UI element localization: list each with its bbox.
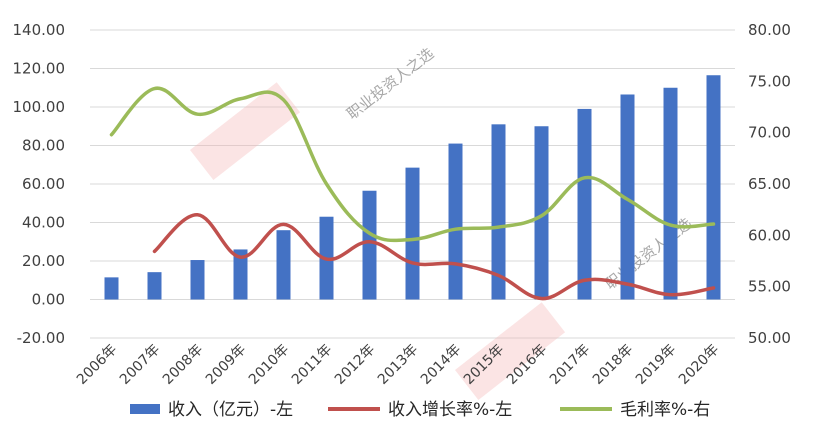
- gross-margin-line: [109, 86, 716, 243]
- y-axis-right: 50.00 55.00 60.00 65.00 70.00 75.00 80.00: [748, 21, 791, 347]
- x-tick-label: 2019年: [633, 342, 679, 388]
- x-axis: 2006年2007年2008年2009年2010年2011年2012年2013年…: [74, 342, 722, 388]
- x-tick-label: 2020年: [676, 342, 722, 388]
- x-tick-label: 2006年: [74, 342, 120, 388]
- bar: [577, 108, 592, 300]
- x-tick-label: 2007年: [117, 342, 163, 388]
- bar: [276, 230, 291, 300]
- y-left-tick-label: 140.00: [13, 21, 66, 39]
- x-tick-label: 2013年: [375, 342, 421, 388]
- bar: [104, 277, 119, 300]
- legend-label: 收入增长率%-左: [388, 400, 512, 420]
- bar: [534, 126, 549, 300]
- legend-swatch-bar: [130, 404, 160, 414]
- x-tick-label: 2011年: [289, 342, 335, 388]
- bar: [405, 167, 420, 300]
- watermark-stamp: [455, 302, 566, 400]
- bar: [362, 190, 377, 300]
- x-tick-label: 2010年: [246, 342, 292, 388]
- y-left-tick-label: 0.00: [32, 291, 65, 309]
- y-left-tick-label: 20.00: [22, 252, 65, 270]
- bar: [233, 249, 248, 300]
- bar: [491, 124, 506, 300]
- watermark-stamp: [190, 82, 301, 180]
- y-right-tick-label: 80.00: [748, 21, 791, 39]
- legend-label: 毛利率%-右: [620, 400, 710, 420]
- x-tick-label: 2008年: [160, 342, 206, 388]
- y-left-tick-label: 120.00: [13, 60, 66, 78]
- bar: [663, 87, 678, 300]
- legend: 收入（亿元）-左 收入增长率%-左 毛利率%-右: [130, 400, 710, 420]
- bar-series: [104, 75, 721, 300]
- x-tick-label: 2018年: [590, 342, 636, 388]
- y-left-tick-label: 40.00: [22, 214, 65, 232]
- y-right-tick-label: 70.00: [748, 124, 791, 142]
- bar: [620, 94, 635, 300]
- y-right-tick-label: 50.00: [748, 329, 791, 347]
- y-left-tick-label: -20.00: [17, 329, 65, 347]
- y-left-tick-label: 80.00: [22, 137, 65, 155]
- y-right-tick-label: 75.00: [748, 72, 791, 90]
- line-series: [109, 86, 716, 301]
- y-right-tick-label: 55.00: [748, 278, 791, 296]
- bar: [448, 143, 463, 300]
- y-right-tick-label: 60.00: [748, 226, 791, 244]
- x-tick-label: 2012年: [332, 342, 378, 388]
- bar: [147, 272, 162, 300]
- bar: [706, 75, 721, 300]
- y-left-tick-label: 100.00: [13, 98, 66, 116]
- x-tick-label: 2014年: [418, 342, 464, 388]
- y-left-tick-label: 60.00: [22, 175, 65, 193]
- watermark-text: 职业投资人之选: [343, 44, 437, 123]
- legend-label: 收入（亿元）-左: [168, 400, 293, 420]
- revenue-growth-line: [152, 213, 716, 301]
- bar: [190, 260, 205, 300]
- x-tick-label: 2009年: [203, 342, 249, 388]
- y-right-tick-label: 65.00: [748, 175, 791, 193]
- x-tick-label: 2017年: [547, 342, 593, 388]
- y-axis-left: -20.00 0.00 20.00 40.00 60.00 80.00 100.00 120.…: [13, 21, 66, 347]
